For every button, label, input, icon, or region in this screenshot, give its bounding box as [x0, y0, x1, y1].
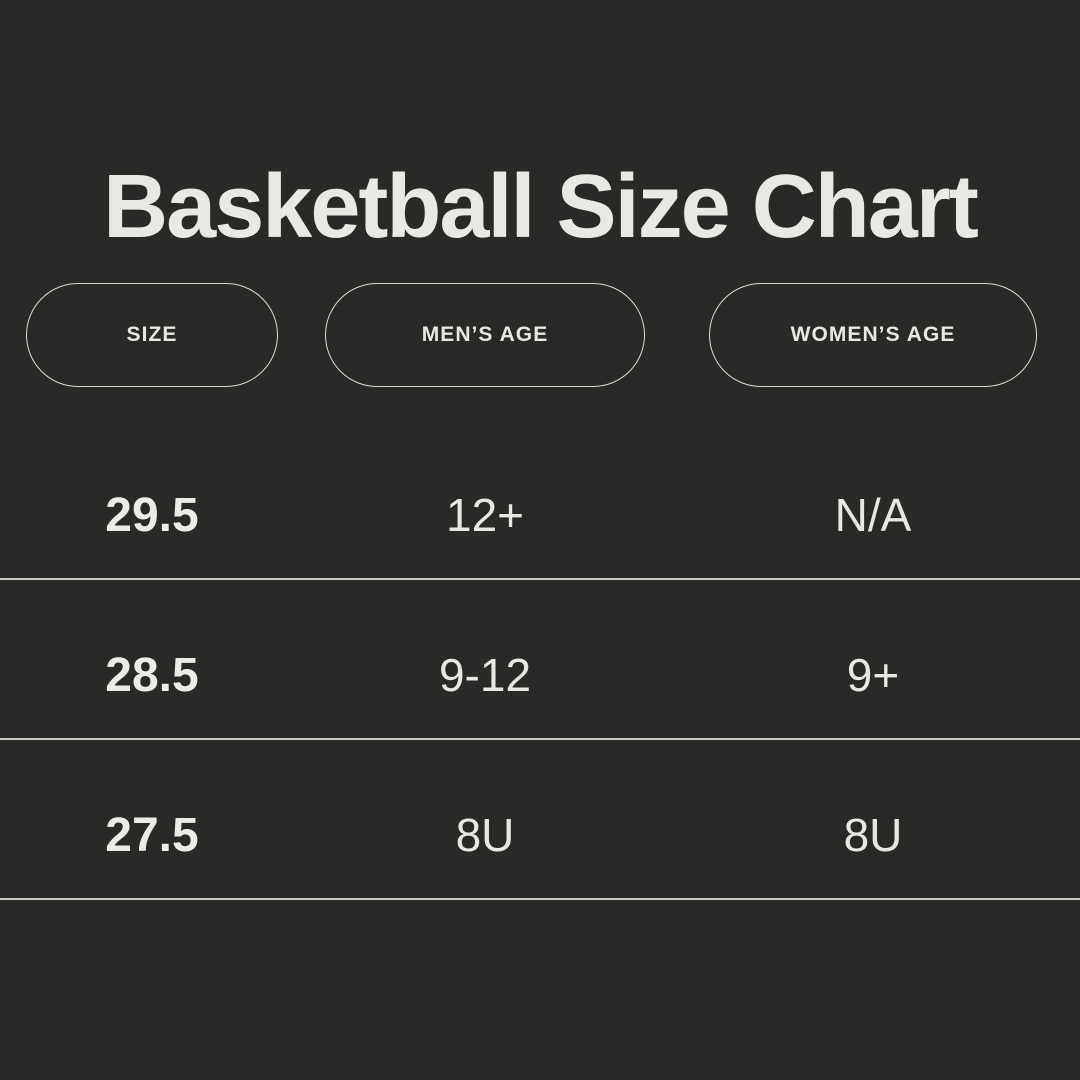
womens-age-value: N/A [834, 489, 912, 541]
size-value: 27.5 [105, 808, 199, 862]
mens-age-value: 8U [455, 809, 515, 861]
womens-age-value: 9+ [846, 649, 900, 701]
mens-age-value: 12+ [445, 489, 525, 541]
size-value: 29.5 [105, 488, 199, 542]
table-row: 29.5 12+ N/A [0, 420, 1080, 580]
page-title: Basketball Size Chart [103, 157, 979, 258]
womens-age-header-pill: WOMEN’S AGE [709, 283, 1037, 387]
header-cell-womens-age: WOMEN’S AGE [666, 283, 1080, 387]
header-cell-mens-age: MEN’S AGE [304, 283, 666, 387]
table-header-row: SIZE MEN’S AGE WOMEN’S AGE [0, 283, 1080, 387]
womens-age-header-label: WOMEN’S AGE [790, 323, 956, 346]
size-value: 28.5 [105, 648, 199, 702]
mens-age-header-label: MEN’S AGE [421, 323, 549, 346]
size-header-pill: SIZE [26, 283, 278, 387]
size-chart-table: 29.5 12+ N/A 28.5 9-12 9+ 27.5 8U 8U [0, 420, 1080, 900]
mens-age-value: 9-12 [438, 649, 532, 701]
womens-age-value: 8U [843, 809, 903, 861]
size-header-label: SIZE [126, 323, 178, 346]
mens-age-header-pill: MEN’S AGE [325, 283, 645, 387]
table-row: 28.5 9-12 9+ [0, 580, 1080, 740]
table-row: 27.5 8U 8U [0, 740, 1080, 900]
header-cell-size: SIZE [0, 283, 304, 387]
